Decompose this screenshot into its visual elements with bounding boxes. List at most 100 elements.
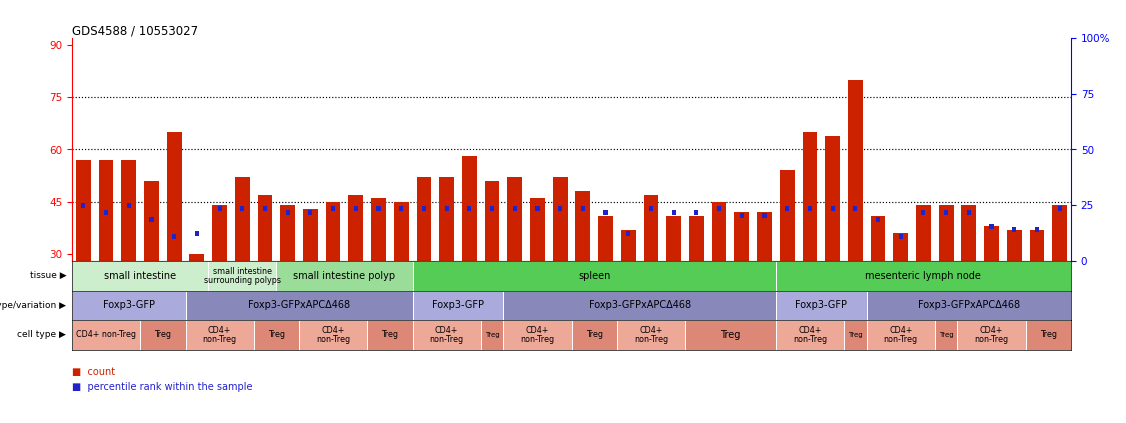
Bar — [81, 203, 86, 208]
Bar — [617, 320, 685, 349]
Bar — [503, 320, 572, 349]
Bar — [935, 320, 957, 349]
Bar — [412, 261, 776, 291]
Bar — [1012, 227, 1017, 232]
Text: Treg: Treg — [268, 330, 285, 339]
Bar — [604, 210, 608, 215]
Text: Foxp3-GFP: Foxp3-GFP — [432, 300, 484, 310]
Bar — [394, 202, 409, 359]
Bar — [462, 157, 476, 359]
Bar — [508, 177, 522, 359]
Bar — [439, 177, 454, 359]
Text: Treg: Treg — [939, 332, 954, 338]
Bar — [348, 195, 364, 359]
Bar — [484, 181, 500, 359]
Bar — [72, 320, 140, 349]
Bar — [140, 320, 186, 349]
Bar — [195, 231, 199, 236]
Bar — [309, 210, 312, 215]
Bar — [467, 206, 472, 212]
Text: CD4+
non-Treg: CD4+ non-Treg — [634, 326, 668, 343]
Text: cell type ▶: cell type ▶ — [18, 330, 66, 339]
Bar — [867, 320, 935, 349]
Bar — [503, 291, 776, 320]
Bar — [75, 160, 91, 359]
Bar — [280, 205, 295, 359]
Bar — [104, 210, 108, 215]
Text: spleen: spleen — [578, 271, 610, 281]
Bar — [417, 177, 431, 359]
Bar — [685, 320, 776, 349]
Bar — [598, 216, 613, 359]
Bar — [122, 160, 136, 359]
Text: CD4+
non-Treg: CD4+ non-Treg — [520, 326, 554, 343]
Bar — [854, 206, 857, 212]
Bar — [740, 213, 744, 218]
Text: Foxp3-GFP: Foxp3-GFP — [795, 300, 847, 310]
Bar — [1053, 205, 1067, 359]
Bar — [530, 198, 545, 359]
Bar — [399, 206, 403, 212]
Bar — [876, 217, 881, 222]
Bar — [553, 177, 568, 359]
Bar — [776, 320, 844, 349]
Bar — [99, 160, 114, 359]
Bar — [235, 177, 250, 359]
Text: ■  percentile rank within the sample: ■ percentile rank within the sample — [72, 382, 252, 392]
Bar — [490, 206, 494, 212]
Bar — [144, 181, 159, 359]
Bar — [867, 291, 1071, 320]
Bar — [844, 320, 867, 349]
Text: tissue ▶: tissue ▶ — [29, 271, 66, 280]
Bar — [1007, 230, 1021, 359]
Bar — [785, 206, 789, 212]
Bar — [572, 320, 617, 349]
Text: mesenteric lymph node: mesenteric lymph node — [866, 271, 982, 281]
Bar — [186, 320, 253, 349]
Bar — [831, 206, 834, 212]
Text: CD4+
non-Treg: CD4+ non-Treg — [429, 326, 464, 343]
Bar — [917, 205, 931, 359]
Bar — [354, 206, 358, 212]
Bar — [172, 234, 177, 239]
Text: genotype/variation ▶: genotype/variation ▶ — [0, 301, 66, 310]
Text: Foxp3-GFPxAPCΔ468: Foxp3-GFPxAPCΔ468 — [918, 300, 1020, 310]
Bar — [253, 320, 300, 349]
Bar — [717, 206, 721, 212]
Bar — [376, 206, 381, 212]
Bar — [300, 320, 367, 349]
Bar — [967, 210, 971, 215]
Bar — [848, 80, 863, 359]
Bar — [412, 320, 481, 349]
Bar — [186, 291, 412, 320]
Bar — [776, 291, 867, 320]
Bar — [1035, 227, 1039, 232]
Bar — [689, 216, 704, 359]
Text: Treg: Treg — [586, 330, 602, 339]
Bar — [712, 202, 726, 359]
Bar — [939, 205, 954, 359]
Text: Foxp3-GFPxAPCΔ468: Foxp3-GFPxAPCΔ468 — [589, 300, 690, 310]
Bar — [72, 261, 208, 291]
Text: small intestine polyp: small intestine polyp — [294, 271, 395, 281]
Bar — [127, 203, 131, 208]
Bar — [1057, 206, 1062, 212]
Text: GDS4588 / 10553027: GDS4588 / 10553027 — [72, 25, 198, 38]
Bar — [367, 320, 412, 349]
Bar — [581, 206, 584, 212]
Bar — [240, 206, 244, 212]
Bar — [776, 261, 1071, 291]
Text: CD4+
non-Treg: CD4+ non-Treg — [793, 326, 826, 343]
Bar — [217, 206, 222, 212]
Text: small intestine: small intestine — [104, 271, 176, 281]
Bar — [72, 291, 186, 320]
Bar — [150, 217, 153, 222]
Text: Treg: Treg — [848, 332, 863, 338]
Bar — [990, 223, 993, 229]
Text: ■  count: ■ count — [72, 367, 115, 377]
Bar — [807, 206, 812, 212]
Bar — [780, 170, 795, 359]
Bar — [208, 261, 276, 291]
Text: CD4+
non-Treg: CD4+ non-Treg — [884, 326, 918, 343]
Bar — [1029, 230, 1044, 359]
